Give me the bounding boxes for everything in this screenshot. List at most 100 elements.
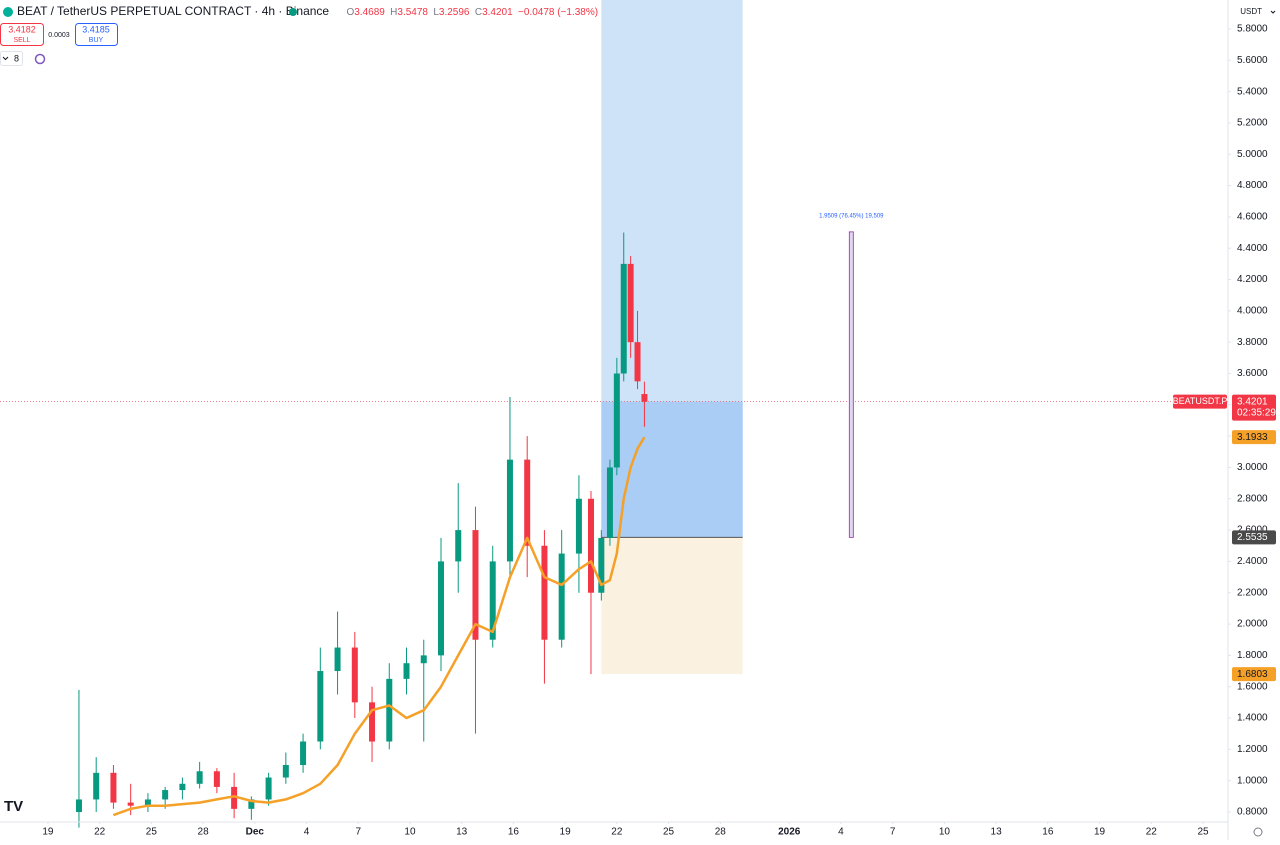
y-tick-label: 3.0000 <box>1237 462 1268 473</box>
price-badge <box>1232 430 1276 445</box>
stop-zone <box>601 537 743 675</box>
price-badge <box>1232 394 1276 421</box>
x-tick-label: Dec <box>246 827 265 838</box>
symbol-logo <box>3 7 13 17</box>
candle-body <box>420 655 427 664</box>
price-badge-label: 3.1933 <box>1237 432 1268 443</box>
y-tick-label: 3.6000 <box>1237 368 1268 379</box>
candle-body <box>248 799 255 809</box>
candle-body <box>620 263 627 374</box>
candle-body <box>334 647 341 672</box>
y-tick-label: 2.8000 <box>1237 493 1268 504</box>
legend: BEAT / TetherUS PERPETUAL CONTRACT · 4h … <box>17 4 598 18</box>
symbol[interactable]: BEAT / TetherUS PERPETUAL CONTRACT · 4h … <box>17 4 329 18</box>
candle-body <box>587 498 594 593</box>
candle-body <box>506 459 513 562</box>
sell-price: 3.4182 <box>8 24 36 34</box>
y-tick-label: 4.8000 <box>1237 180 1268 191</box>
y-tick-label: 0.8000 <box>1237 807 1268 818</box>
candle-body <box>300 741 307 765</box>
y-tick-label: 1.4000 <box>1237 713 1268 724</box>
y-tick-label: 2.6000 <box>1237 525 1268 536</box>
buy-button[interactable] <box>75 23 118 46</box>
moving-average <box>112 436 646 817</box>
candle-body <box>541 545 548 640</box>
close: 3.4201 <box>482 7 513 18</box>
candle-body <box>162 790 169 800</box>
candle-body <box>93 772 100 800</box>
axis-layer: 0.8000 1.0000 1.2000 1.4000 1.6000 1.8000 2.00… <box>42 24 1276 838</box>
sync-icon[interactable] <box>34 53 46 65</box>
y-tick-label: 5.8000 <box>1237 24 1268 35</box>
candle-body <box>351 647 358 703</box>
candle-body <box>196 771 203 784</box>
x-tick-label: 19 <box>560 827 572 838</box>
candle-body <box>127 802 134 806</box>
x-tick-label: 10 <box>404 827 416 838</box>
buy-label: BUY <box>89 37 104 44</box>
x-tick-label: 7 <box>890 827 896 838</box>
spread: 0.0003 <box>48 32 70 39</box>
symbol-badge <box>1173 394 1227 409</box>
y-tick-label: 4.6000 <box>1237 212 1268 223</box>
y-tick-label: 1.2000 <box>1237 744 1268 755</box>
high: 3.5478 <box>397 7 428 18</box>
candle-body <box>75 799 82 812</box>
h-label: H <box>390 7 397 18</box>
y-tick-label: 2.0000 <box>1237 619 1268 630</box>
y-tick-label: 1.6000 <box>1237 681 1268 692</box>
symbol-badge-label: BEATUSDT.P <box>1173 396 1228 406</box>
candle-body <box>231 786 238 809</box>
x-tick-label: 7 <box>355 827 361 838</box>
status-dot <box>289 8 297 16</box>
x-tick-label: 4 <box>304 827 310 838</box>
plot-layer: 1.9509 (76.45%) 19,509 <box>75 213 884 828</box>
candle-body <box>213 771 220 787</box>
candle-body <box>558 553 565 640</box>
candle-body <box>613 373 620 468</box>
x-tick-label: 2026 <box>778 827 801 838</box>
price-badge <box>1232 530 1276 545</box>
candle-body <box>317 671 324 742</box>
x-tick-label: 4 <box>838 827 844 838</box>
y-tick-label: 5.4000 <box>1237 86 1268 97</box>
y-tick-label: 4.0000 <box>1237 305 1268 316</box>
candle-body <box>489 561 496 640</box>
y-tick-label: 5.0000 <box>1237 149 1268 160</box>
candle-body <box>606 467 613 538</box>
settings-icon[interactable] <box>1253 827 1263 837</box>
price-badge <box>1232 667 1276 682</box>
candle-body <box>634 342 641 382</box>
currency[interactable]: USDT <box>1240 7 1262 16</box>
candle-body <box>575 498 582 554</box>
x-tick-label: 25 <box>663 827 675 838</box>
x-tick-label: 16 <box>508 827 520 838</box>
o-label: O <box>346 7 354 18</box>
background-layer <box>0 0 1228 675</box>
c-label: C <box>475 7 482 18</box>
x-tick-label: 16 <box>1042 827 1054 838</box>
x-tick-label: 22 <box>94 827 106 838</box>
tradingview-logo[interactable]: TV <box>4 798 23 815</box>
indicators-count: 8 <box>14 53 19 63</box>
candle-body <box>524 459 531 546</box>
y-tick-label: 3.8000 <box>1237 337 1268 348</box>
candle-body <box>403 663 410 679</box>
x-tick-label: 22 <box>1146 827 1158 838</box>
price-badge-label: 1.6803 <box>1237 669 1268 680</box>
candle-body <box>472 530 479 640</box>
candle-body <box>369 702 376 742</box>
y-tick-label: 2.2000 <box>1237 587 1268 598</box>
indicators-toggle[interactable] <box>0 51 23 66</box>
candle-body <box>110 772 117 803</box>
y-tick-label: 4.4000 <box>1237 243 1268 254</box>
chevron-icon <box>2 56 9 61</box>
x-tick-label: 19 <box>1094 827 1106 838</box>
measure-label: 1.9509 (76.45%) 19,509 <box>819 213 884 219</box>
measure-bar <box>848 231 854 538</box>
sell-button[interactable] <box>0 23 44 46</box>
low: 3.2596 <box>439 7 470 18</box>
candle-body <box>437 561 444 656</box>
